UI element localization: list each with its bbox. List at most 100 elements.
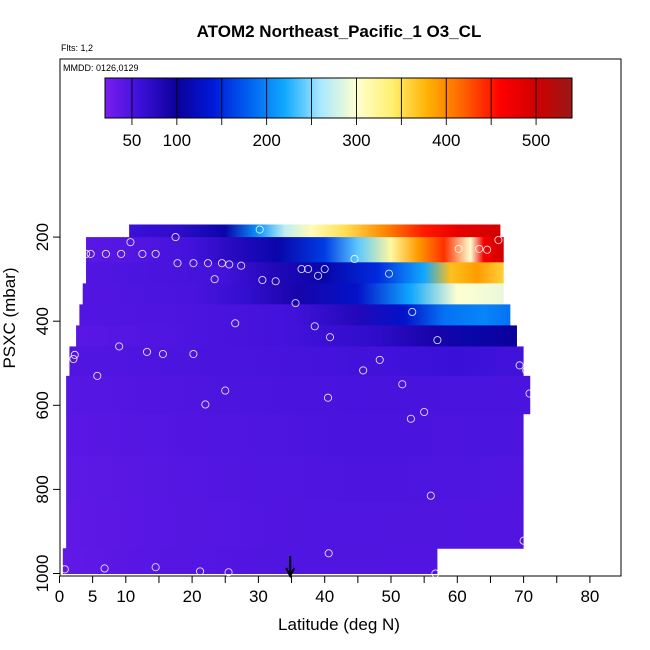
sample-point — [255, 225, 264, 234]
sample-point — [151, 249, 160, 258]
sample-point — [173, 259, 182, 268]
field-row — [66, 413, 524, 457]
colorbar-tick-label: 50 — [122, 131, 141, 150]
sample-point — [158, 349, 167, 359]
latitude-marker — [285, 556, 296, 579]
colorbar-tick-label: 200 — [252, 131, 280, 150]
field-row — [66, 455, 524, 503]
sample-point — [203, 259, 213, 268]
x-tick-label: 50 — [382, 587, 401, 606]
sample-point — [494, 235, 503, 245]
x-tick-label: 5 — [88, 587, 97, 606]
sample-point — [384, 269, 394, 278]
chart-title: ATOM2 Northeast_Pacific_1 O3_CL — [197, 22, 482, 41]
sample-point — [325, 333, 335, 342]
sample-point — [291, 299, 300, 308]
x-tick-label: 60 — [448, 587, 467, 606]
x-tick-label: 40 — [315, 587, 334, 606]
y-tick-label: 600 — [33, 391, 52, 419]
sample-point — [237, 261, 246, 270]
arrow-down-icon — [285, 567, 296, 579]
sample-point — [225, 260, 234, 269]
x-tick-label: 10 — [116, 587, 135, 606]
sample-point — [323, 393, 333, 402]
field-row — [82, 283, 504, 305]
colorbar-tick-label: 400 — [432, 131, 460, 150]
x-tick-label: 70 — [514, 587, 533, 606]
field-row — [66, 375, 531, 415]
sample-point — [224, 568, 233, 577]
sample-point — [483, 245, 492, 254]
sample-point — [525, 389, 534, 398]
x-tick-label: 80 — [580, 587, 599, 606]
colorbar: 50 100 200 300 400 500 — [104, 77, 573, 150]
y-axis-label: PSXC (mbar) — [0, 267, 19, 368]
field-row — [69, 346, 524, 377]
sample-point — [189, 259, 198, 268]
y-tick-label: 800 — [33, 475, 52, 503]
y-tick-label: 400 — [33, 307, 52, 335]
field-row — [76, 325, 517, 347]
sample-point — [522, 366, 531, 375]
sample-point — [314, 271, 323, 280]
date-label: MMDD: 0126,0129 — [63, 63, 139, 73]
colorbar-tick-label: 100 — [163, 131, 191, 150]
sample-point — [126, 238, 135, 247]
sample-point — [81, 249, 91, 258]
sample-point — [151, 563, 160, 572]
sample-point — [69, 354, 78, 364]
sample-point — [271, 277, 280, 286]
x-axis: 0 5 10 20 30 40 50 60 70 80 — [55, 576, 599, 606]
sample-point — [398, 380, 407, 389]
sample-point — [304, 265, 313, 274]
field-row — [66, 502, 524, 549]
sample-points — [60, 225, 534, 578]
sample-point — [138, 249, 147, 258]
field-row — [86, 262, 504, 284]
sample-point — [359, 366, 368, 375]
x-axis-label: Latitude (deg N) — [278, 615, 400, 634]
field-row — [129, 224, 501, 238]
sample-point — [375, 355, 384, 364]
sample-point — [196, 567, 205, 576]
sample-point — [406, 414, 415, 423]
colorbar-dividers — [131, 78, 537, 125]
sample-point — [201, 400, 210, 409]
y-tick-label: 200 — [33, 223, 52, 251]
sample-point — [350, 254, 359, 264]
ozone-field — [62, 224, 531, 574]
colorbar-tick-label: 500 — [522, 131, 550, 150]
x-tick-label: 30 — [249, 587, 268, 606]
sample-point — [324, 549, 333, 558]
y-tick-label: 1000 — [33, 555, 52, 593]
sample-point — [142, 347, 152, 356]
sample-point — [258, 275, 267, 285]
sample-point — [210, 275, 219, 284]
sample-point — [408, 307, 417, 316]
sample-point — [171, 233, 180, 242]
sample-point — [310, 322, 319, 331]
y-axis: 200 400 600 800 1000 — [33, 223, 60, 593]
sample-point — [519, 536, 528, 545]
field-row — [86, 237, 504, 263]
sample-point — [454, 244, 463, 253]
sample-point — [221, 386, 230, 395]
sample-point — [93, 371, 102, 380]
sample-point — [320, 265, 329, 274]
sample-point — [426, 491, 435, 500]
sample-point — [297, 265, 306, 274]
colorbar-gradient — [104, 77, 573, 119]
sample-point — [115, 342, 124, 351]
sample-point — [100, 564, 109, 573]
field-row — [62, 548, 438, 574]
sample-point — [101, 249, 110, 258]
sample-point — [433, 336, 442, 345]
x-tick-label: 0 — [55, 587, 64, 606]
colorbar-tick-labels: 50 100 200 300 400 500 — [122, 131, 550, 150]
sample-point — [189, 349, 198, 359]
field-row — [79, 304, 511, 326]
sample-point — [420, 407, 429, 417]
plot-frame — [59, 58, 622, 577]
colorbar-tick-label: 300 — [342, 131, 370, 150]
